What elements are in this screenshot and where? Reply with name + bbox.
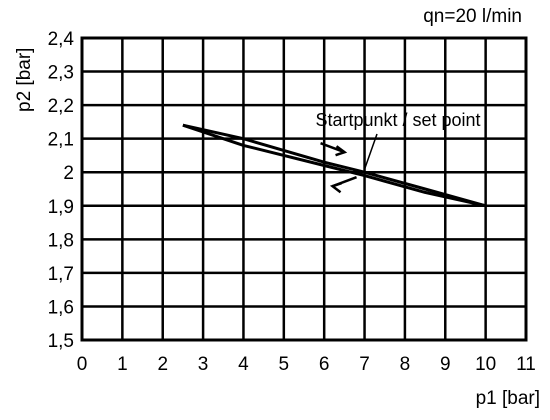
arrowhead-up-left-icon: [329, 182, 342, 194]
x-tick-label: 5: [279, 354, 290, 375]
grid-lines: [82, 38, 526, 340]
arrowhead-down-right-icon: [335, 145, 348, 157]
series-line-2: [182, 123, 486, 208]
y-tick-label: 1,8: [48, 230, 74, 251]
x-tick-label: 10: [475, 354, 496, 375]
flow-rate-annotation: qn=20 l/min: [423, 6, 522, 27]
series-line-1: [182, 123, 487, 208]
y-tick-label: 1,6: [48, 297, 74, 318]
x-axis-title: p1 [bar]: [476, 388, 540, 409]
x-tick-label: 4: [238, 354, 249, 375]
y-tick-label: 1,9: [48, 197, 74, 218]
curve-layer: [182, 123, 487, 208]
y-tick-label: 2,2: [48, 96, 74, 117]
x-tick-label: 7: [359, 354, 370, 375]
y-tick-label: 2,1: [48, 130, 74, 151]
plot-frame: [80, 36, 528, 342]
x-tick-label: 8: [400, 354, 411, 375]
y-tick-label: 2,4: [48, 29, 75, 50]
y-tick-labels: 1,5 1,6 1,7 1,8 1,9 2 2,1 2,2 2,3 2,4: [48, 29, 75, 352]
x-tick-label: 6: [319, 354, 330, 375]
x-tick-label: 3: [198, 354, 209, 375]
x-tick-label: 11: [516, 354, 536, 375]
set-point-leader-line: [363, 133, 378, 170]
x-tick-label: 1: [117, 354, 128, 375]
set-point-label: Startpunkt / set point: [315, 110, 480, 130]
y-tick-label: 1,7: [48, 264, 74, 285]
y-tick-label: 2,3: [48, 63, 74, 84]
x-tick-label: 0: [77, 354, 88, 375]
x-tick-labels: 0 1 2 3 4 5 6 7 8 9 10 11: [77, 354, 536, 375]
x-tick-label: 9: [440, 354, 451, 375]
set-point-annotation: Startpunkt / set point: [315, 110, 481, 194]
y-tick-label: 2: [63, 163, 74, 184]
y-axis-title: p2 [bar]: [14, 48, 35, 112]
x-tick-label: 2: [157, 354, 168, 375]
y-tick-label: 1,5: [48, 331, 74, 352]
